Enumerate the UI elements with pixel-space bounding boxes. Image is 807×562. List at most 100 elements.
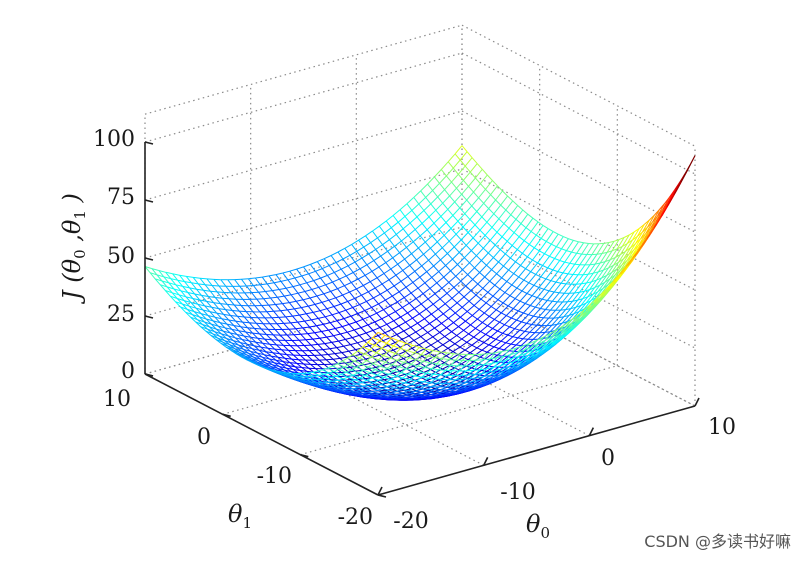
surface-mesh-line xyxy=(447,246,455,254)
surface-mesh-line xyxy=(209,311,216,318)
surface-mesh-line xyxy=(452,346,461,353)
surface-mesh-line xyxy=(585,294,594,304)
surface-mesh-line xyxy=(616,245,623,250)
surface-mesh-line xyxy=(379,323,388,328)
surface-mesh-line xyxy=(235,298,242,306)
surface-mesh-line xyxy=(531,316,539,325)
surface-mesh-line xyxy=(433,216,442,224)
surface-mesh-line xyxy=(149,272,156,280)
surface-mesh-line xyxy=(400,372,408,375)
surface-mesh-line xyxy=(311,317,319,321)
surface-mesh-line xyxy=(581,282,587,285)
surface-mesh-line xyxy=(400,280,407,288)
surface-mesh-line xyxy=(511,317,517,321)
surface-mesh-line xyxy=(563,283,572,294)
surface-mesh-line xyxy=(413,308,420,315)
surface-mesh-line xyxy=(482,247,489,254)
surface-mesh-line xyxy=(337,363,345,368)
surface-mesh-line xyxy=(508,347,516,351)
surface-mesh-line xyxy=(337,378,344,381)
surface-mesh-line xyxy=(476,373,483,379)
surface-mesh-line xyxy=(469,262,475,269)
surface-mesh-line xyxy=(462,219,471,228)
surface-mesh-line xyxy=(425,308,432,315)
surface-mesh-line xyxy=(186,309,193,315)
surface-mesh-line xyxy=(359,264,368,270)
surface-mesh-line xyxy=(179,274,187,277)
surface-mesh-line xyxy=(497,292,506,301)
surface-mesh-line xyxy=(531,340,537,348)
surface-mesh-line xyxy=(474,373,482,375)
surface-mesh-line xyxy=(467,224,476,233)
surface-mesh-line xyxy=(385,295,393,301)
surface-mesh-line xyxy=(328,299,335,307)
surface-mesh-line xyxy=(267,329,274,336)
surface-mesh-line xyxy=(447,347,454,353)
surface-mesh-line xyxy=(392,383,400,387)
surface-mesh-line xyxy=(385,361,393,366)
surface-mesh-line xyxy=(234,337,241,343)
surface-mesh-line xyxy=(390,268,397,276)
surface-mesh-line xyxy=(468,294,477,302)
surface-mesh-line xyxy=(409,377,416,381)
surface-mesh-line xyxy=(471,157,478,164)
surface-mesh-line xyxy=(452,252,460,260)
surface-mesh-line xyxy=(231,310,238,317)
surface-mesh-line xyxy=(351,385,359,389)
surface-mesh-line xyxy=(442,339,451,346)
surface-mesh-line xyxy=(614,246,623,258)
surface-mesh-line xyxy=(475,322,483,329)
surface-mesh-line xyxy=(420,183,428,192)
surface-mesh-line xyxy=(502,326,510,334)
surface-mesh-line xyxy=(504,324,510,328)
surface-mesh-line xyxy=(533,276,542,286)
surface-mesh-line xyxy=(469,171,476,179)
surface-mesh-line xyxy=(258,349,265,356)
theta1-tick-mark xyxy=(144,373,154,377)
surface-mesh-line xyxy=(220,342,227,348)
surface-mesh-line xyxy=(330,291,337,299)
surface-mesh-line xyxy=(547,228,554,233)
surface-mesh-line xyxy=(451,291,460,299)
surface-mesh-line xyxy=(234,279,241,287)
surface-mesh-line xyxy=(498,253,506,263)
surface-mesh-line xyxy=(514,298,521,302)
surface-mesh-line xyxy=(511,245,518,250)
surface-mesh-line xyxy=(436,234,445,243)
surface-mesh-line xyxy=(280,281,287,289)
axes-layer xyxy=(144,141,700,498)
surface-mesh-line xyxy=(224,327,233,330)
surface-mesh-line xyxy=(360,390,368,394)
surface-mesh-line xyxy=(248,277,256,280)
surface-mesh-line xyxy=(278,316,286,318)
surface-mesh-line xyxy=(247,305,254,313)
surface-mesh-line xyxy=(330,255,337,263)
surface-mesh-line xyxy=(213,302,221,305)
surface-mesh-line xyxy=(400,276,409,282)
surface-mesh-line xyxy=(249,299,256,307)
surface-mesh-line xyxy=(395,375,403,379)
surface-mesh-line xyxy=(378,299,386,305)
surface-mesh-line xyxy=(365,389,373,393)
surface-mesh-line xyxy=(186,275,194,278)
surface-mesh-line xyxy=(635,231,643,244)
surface-mesh-line xyxy=(421,355,428,361)
surface-mesh-line xyxy=(476,247,484,257)
surface-mesh-line xyxy=(452,167,459,175)
surface-mesh-line xyxy=(364,306,372,312)
surface-mesh-line xyxy=(418,247,424,255)
surface-mesh-line xyxy=(430,203,437,211)
surface-mesh-line xyxy=(563,236,569,240)
surface-mesh-line xyxy=(488,338,497,346)
surface-mesh-line xyxy=(396,389,402,393)
surface-mesh-line xyxy=(310,343,318,346)
surface-mesh-line xyxy=(388,370,395,375)
surface-mesh-line xyxy=(469,347,478,354)
surface-mesh-line xyxy=(266,334,272,341)
surface-mesh-line xyxy=(515,261,521,266)
surface-mesh-line xyxy=(493,204,502,215)
surface-mesh-line xyxy=(562,272,569,275)
surface-mesh-line xyxy=(500,334,509,342)
surface-mesh-line xyxy=(437,365,443,370)
surface-mesh-line xyxy=(482,287,489,293)
